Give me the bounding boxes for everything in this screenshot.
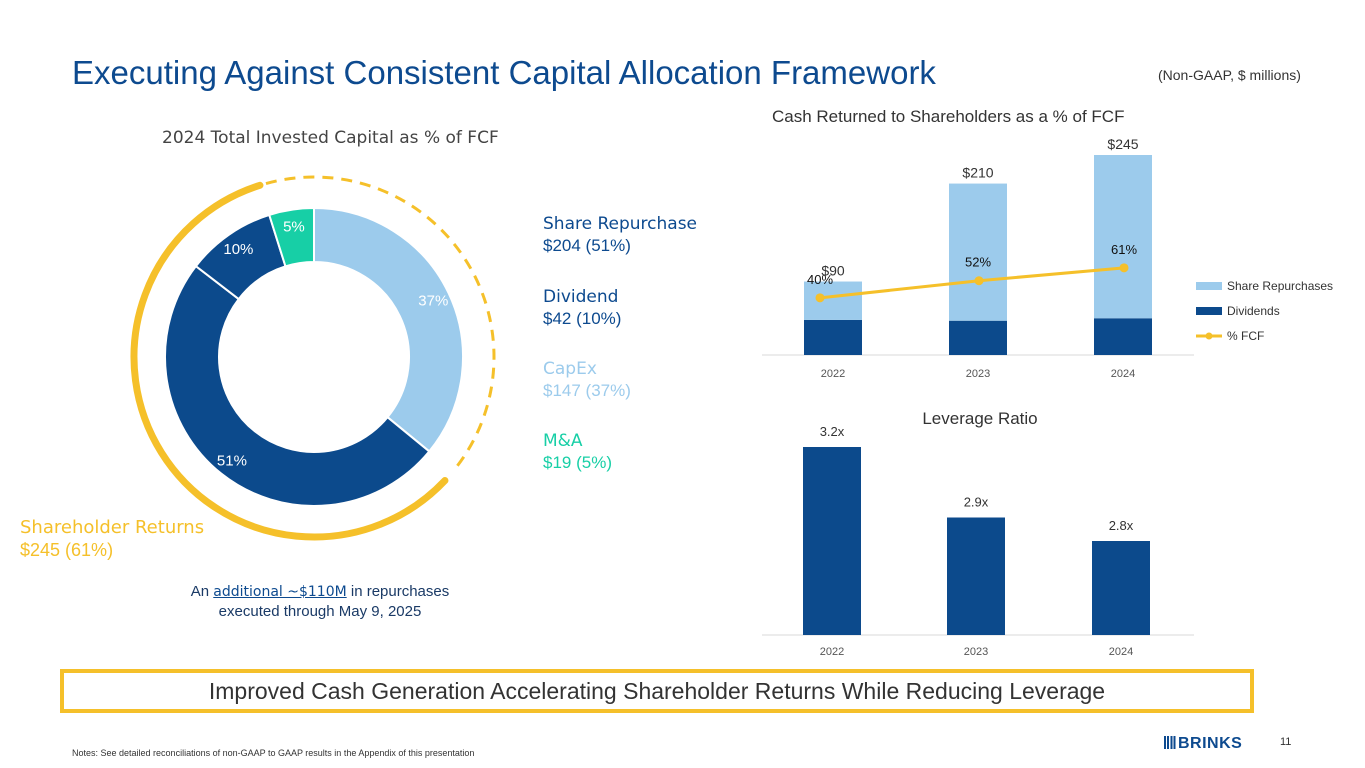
bar-share-repurchases-2023 xyxy=(949,183,1007,321)
leverage-bar-2023 xyxy=(947,517,1005,635)
donut-chart-title: 2024 Total Invested Capital as % of FCF xyxy=(162,128,499,148)
logo-bars-icon xyxy=(1164,736,1176,749)
total-label-2024: $245 xyxy=(1107,136,1138,152)
note-link[interactable]: additional ~$110M xyxy=(213,584,347,600)
key-takeaway-banner: Improved Cash Generation Accelerating Sh… xyxy=(60,669,1254,713)
brinks-logo: BRINKS xyxy=(1164,735,1242,753)
cash-x-tick-2024: 2024 xyxy=(1111,368,1135,380)
footnote: Notes: See detailed reconciliations of n… xyxy=(72,748,475,758)
shareholder-returns-callout: Shareholder Returns $245 (61%) xyxy=(20,516,204,562)
bar-dividends-2022 xyxy=(804,319,862,355)
legend-label-share-repurchases: Share Repurchases xyxy=(1227,279,1333,293)
donut-slice-m-a xyxy=(268,206,315,268)
cash-x-tick-2022: 2022 xyxy=(821,368,845,380)
bar-share-repurchases-2024 xyxy=(1094,155,1152,319)
leverage-label-2023: 2.9x xyxy=(964,495,989,510)
donut-slice-capex xyxy=(313,206,464,453)
units-note: (Non-GAAP, $ millions) xyxy=(1158,67,1301,83)
note-prefix: An xyxy=(190,583,214,600)
legend-label-dividends: Dividends xyxy=(1227,304,1280,318)
pct-fcf-point-2024 xyxy=(1119,263,1129,273)
note-suffix: in repurchases xyxy=(346,583,450,600)
donut-slice-share-repurchase xyxy=(164,264,431,508)
legend-marker-pct-fcf xyxy=(1205,332,1213,340)
pct-fcf-point-2022 xyxy=(815,293,825,303)
legend-share-repurchase: Share Repurchase $204 (51%) xyxy=(543,214,697,256)
leverage-x-tick-2022: 2022 xyxy=(820,646,844,658)
leverage-chart-title: Leverage Ratio xyxy=(922,409,1037,428)
total-label-2023: $210 xyxy=(962,165,993,181)
legend-capex: CapEx $147 (37%) xyxy=(543,359,631,401)
bar-share-repurchases-2022 xyxy=(804,281,862,320)
page-title: Executing Against Consistent Capital All… xyxy=(72,54,936,91)
legend-capex-name: CapEx xyxy=(543,359,597,379)
leverage-x-tick-2023: 2023 xyxy=(964,646,988,658)
leverage-bar-2024 xyxy=(1092,541,1150,635)
legend-ma-value: $19 (5%) xyxy=(543,453,612,472)
donut-label-m-a: 5% xyxy=(283,219,305,236)
legend-ma: M&A $19 (5%) xyxy=(543,431,612,473)
bar-dividends-2024 xyxy=(1094,318,1152,355)
pct-fcf-point-2023 xyxy=(974,276,984,286)
legend-dividend-name: Dividend xyxy=(543,287,619,307)
legend-capex-value: $147 (37%) xyxy=(543,381,631,400)
donut-label-dividend: 10% xyxy=(223,241,253,258)
leverage-label-2022: 3.2x xyxy=(820,424,845,439)
shareholder-returns-dashed-arc xyxy=(265,175,496,473)
pct-fcf-label-2022: 40% xyxy=(807,272,833,287)
pct-fcf-label-2023: 52% xyxy=(965,255,991,270)
legend-share-repurchase-value: $204 (51%) xyxy=(543,236,631,255)
donut-label-capex: 37% xyxy=(418,293,448,310)
total-label-2022: $90 xyxy=(821,263,845,279)
pct-fcf-label-2024: 61% xyxy=(1111,242,1137,257)
legend-label-pct-fcf: % FCF xyxy=(1227,329,1264,343)
shareholder-returns-solid-arc xyxy=(130,181,449,541)
bar-dividends-2023 xyxy=(949,320,1007,355)
legend-dividend: Dividend $42 (10%) xyxy=(543,287,621,329)
legend-share-repurchase-name: Share Repurchase xyxy=(543,214,698,234)
legend-swatch-dividends xyxy=(1196,307,1222,315)
cash-chart-legend: Share Repurchases Dividends % FCF xyxy=(1196,279,1333,343)
page-number: 11 xyxy=(1280,736,1292,748)
shareholder-returns-value: $245 (61%) xyxy=(20,540,114,560)
leverage-label-2024: 2.8x xyxy=(1109,518,1134,533)
logo-text: BRINKS xyxy=(1178,735,1243,752)
leverage-bar-2022 xyxy=(803,447,861,635)
legend-swatch-share-repurchases xyxy=(1196,282,1222,290)
donut-label-share-repurchase: 51% xyxy=(217,452,247,469)
repurchase-note: An additional ~$110M in repurchases exec… xyxy=(150,582,490,622)
leverage-x-tick-2024: 2024 xyxy=(1109,646,1133,658)
cash-x-tick-2023: 2023 xyxy=(966,368,990,380)
legend-dividend-value: $42 (10%) xyxy=(543,309,622,328)
shareholder-returns-name: Shareholder Returns xyxy=(20,517,205,538)
note-line2: executed through May 9, 2025 xyxy=(218,603,422,620)
cash-returned-chart-title: Cash Returned to Shareholders as a % of … xyxy=(772,107,1125,126)
legend-ma-name: M&A xyxy=(543,431,583,451)
